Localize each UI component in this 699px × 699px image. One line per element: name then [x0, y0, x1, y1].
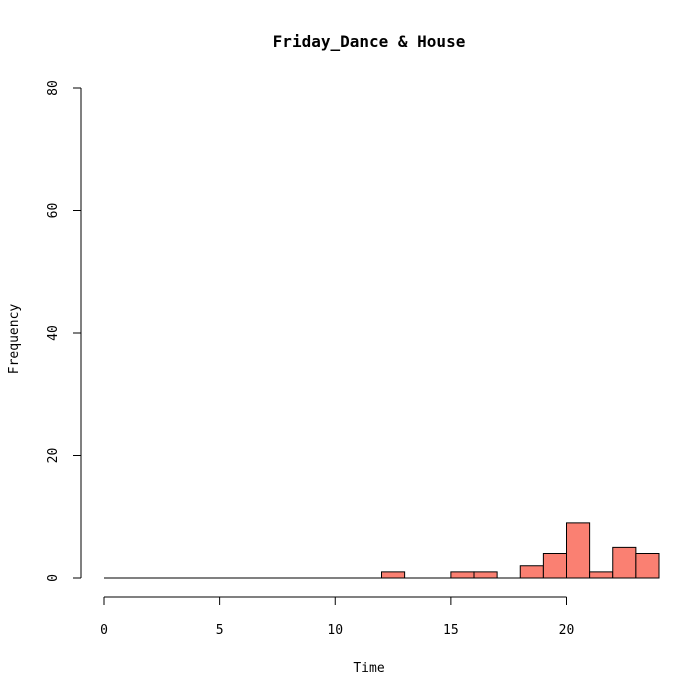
histogram-bar — [566, 522, 591, 579]
y-tick-label: 80 — [46, 80, 61, 96]
x-axis: 0 5 10 15 20 — [100, 596, 575, 638]
histogram-bar — [635, 553, 660, 579]
x-tick-label: 5 — [216, 623, 224, 638]
x-tick-label: 0 — [100, 623, 108, 638]
histogram-bar — [542, 553, 567, 579]
histogram-bar — [589, 571, 614, 579]
histogram-bar — [473, 571, 498, 579]
histogram-bar — [450, 571, 475, 579]
chart-title: Friday_Dance & House — [273, 32, 466, 51]
y-tick-label: 0 — [46, 574, 61, 582]
histogram-bar — [519, 565, 544, 579]
histogram-bar — [612, 546, 637, 579]
y-axis-label: Frequency — [7, 304, 22, 375]
bars-group — [104, 522, 660, 579]
x-axis-label: Time — [353, 661, 384, 676]
y-tick-label: 40 — [46, 325, 61, 341]
y-axis: 0 20 40 60 80 — [46, 80, 82, 582]
x-tick-label: 10 — [327, 623, 343, 638]
y-tick-label: 60 — [46, 203, 61, 219]
x-tick-label: 20 — [559, 623, 575, 638]
histogram-bar — [381, 571, 406, 579]
x-tick-label: 15 — [443, 623, 459, 638]
y-tick-label: 20 — [46, 448, 61, 464]
